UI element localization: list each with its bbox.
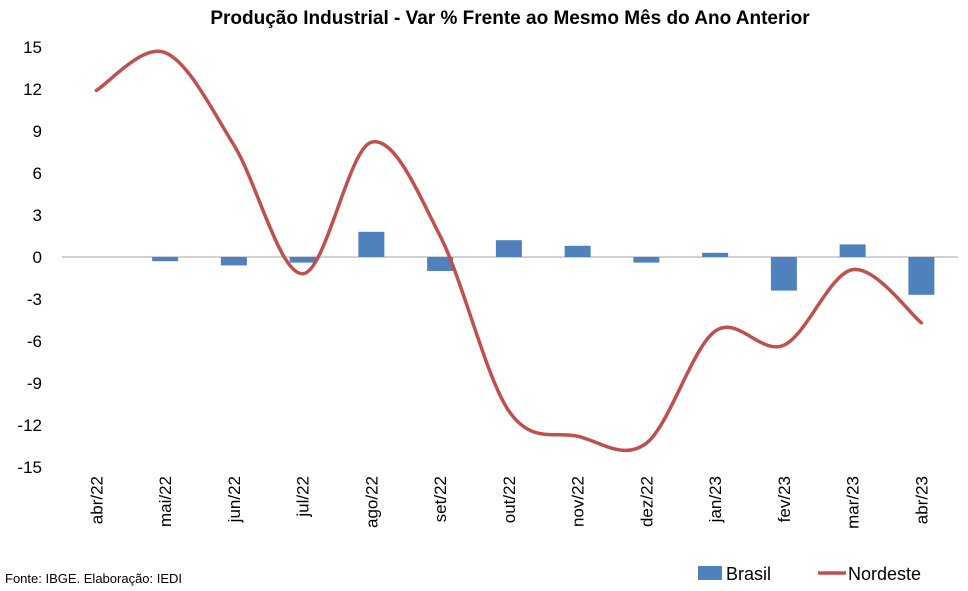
bar-brasil [908,257,935,295]
y-tick-label: 0 [33,248,42,267]
y-tick-label: -12 [17,416,42,435]
y-tick-label: -15 [17,458,42,477]
bar-brasil [152,257,179,262]
x-tick-label: fev/23 [775,476,794,522]
x-tick-label: dez/22 [637,476,656,527]
y-tick-label: -9 [27,374,42,393]
x-tick-label: abr/23 [912,476,931,524]
x-tick-label: mar/23 [844,476,863,529]
chart-title: Produção Industrial - Var % Frente ao Me… [210,8,810,29]
x-tick-label: jan/23 [706,476,725,523]
x-tick-label: mai/22 [156,476,175,527]
x-tick-label: set/22 [431,476,450,522]
source-note: Fonte: IBGE. Elaboração: IEDI [5,571,182,586]
x-tick-label: jun/22 [225,476,244,523]
bar-brasil [702,252,729,257]
nordeste-line [94,49,924,453]
bar-brasil [427,257,454,271]
legend-brasil-label: Brasil [726,564,771,584]
bar-brasil [839,244,866,257]
x-tick-label: out/22 [500,476,519,523]
y-tick-label: -6 [27,332,42,351]
bar-brasil [564,245,591,257]
x-tick-label: ago/22 [362,476,381,528]
bar-brasil [495,240,522,257]
x-axis: abr/22 mai/22 jun/22 jul/22 ago/22 set/22 out/… [87,476,931,529]
legend-nordeste-label: Nordeste [848,564,921,584]
y-axis: 15 12 9 6 3 0 -3 -6 -9 -12 -15 [17,38,42,477]
y-tick-label: -3 [27,290,42,309]
x-tick-label: jul/22 [294,476,313,518]
y-tick-label: 15 [23,38,42,57]
legend: Brasil Nordeste [698,564,921,584]
brasil-bars [152,231,935,295]
bar-brasil [289,257,316,263]
x-tick-label: nov/22 [569,476,588,527]
bar-brasil [770,257,797,291]
bar-brasil [220,257,247,266]
x-tick-label: abr/22 [87,476,106,524]
y-tick-label: 3 [33,206,42,225]
bar-brasil [358,231,385,257]
bar-brasil [633,257,660,263]
y-tick-label: 12 [23,80,42,99]
legend-brasil-swatch [698,566,722,580]
y-tick-label: 6 [33,164,42,183]
y-tick-label: 9 [33,122,42,141]
